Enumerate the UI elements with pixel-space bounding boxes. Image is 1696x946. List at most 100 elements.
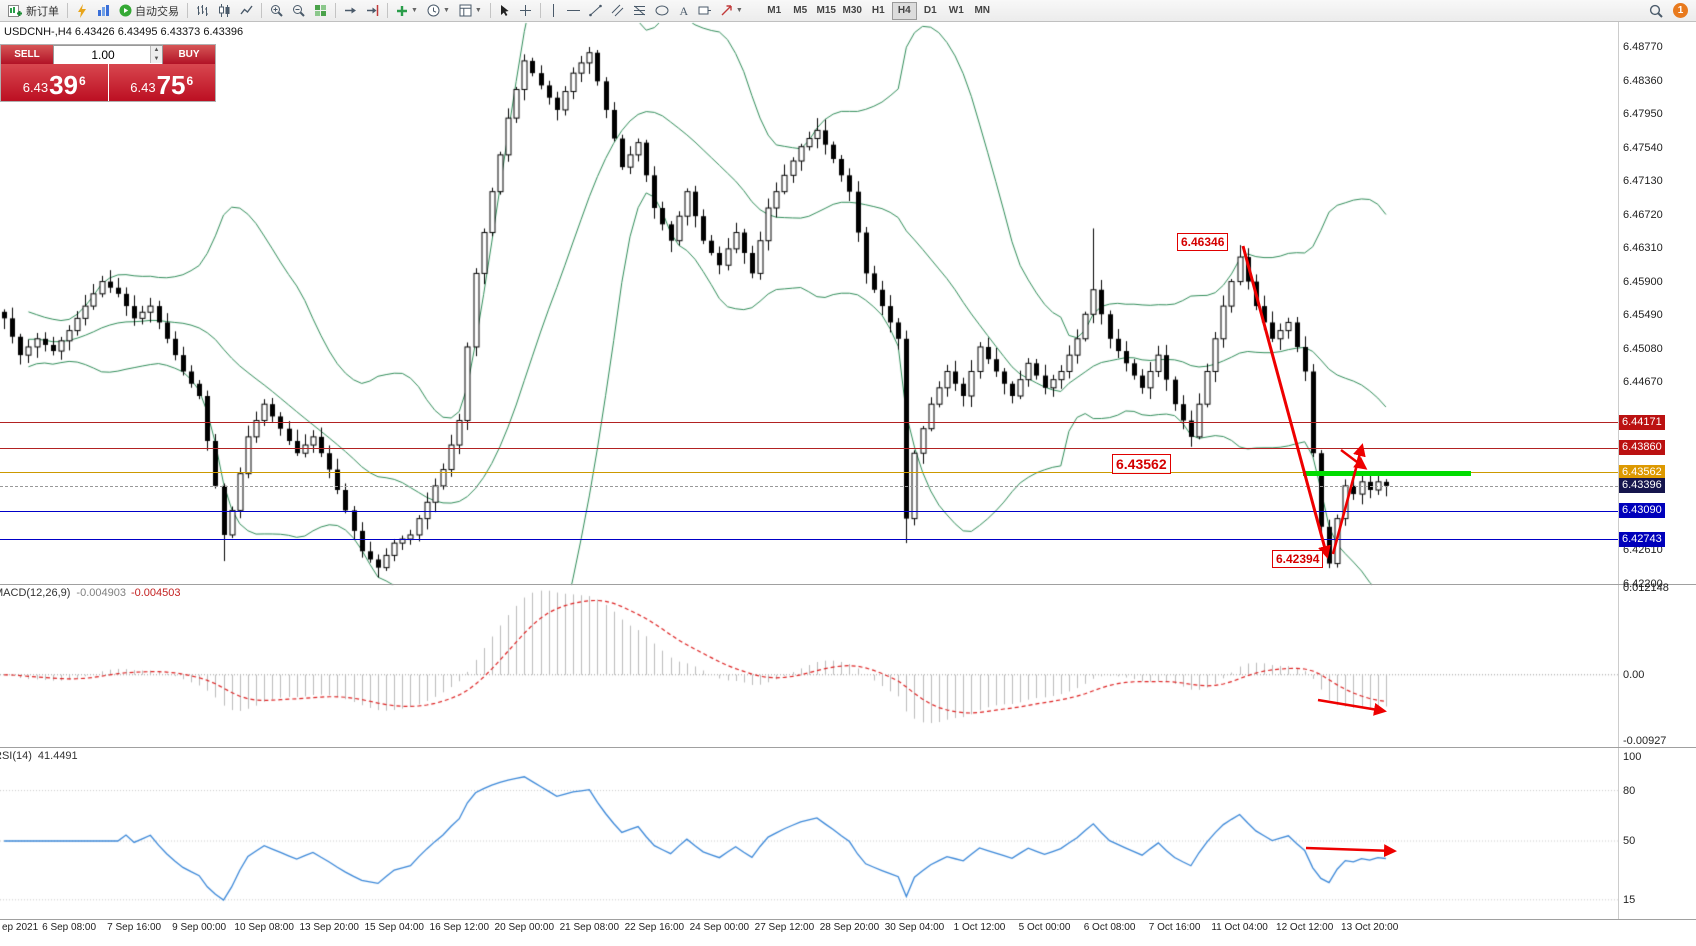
- pane-separator[interactable]: [0, 584, 1696, 585]
- new-order-button[interactable]: 新订单: [4, 1, 63, 21]
- arrows-tool-button[interactable]: ▼: [716, 1, 747, 21]
- volume-field: ▲ ▼: [53, 45, 163, 64]
- svg-text:A: A: [679, 4, 688, 17]
- text-label-tool-button[interactable]: [694, 1, 715, 21]
- ellipse-icon: [655, 5, 669, 16]
- chart-symbol-title: USDCNH-,H4 6.43426 6.43495 6.43373 6.433…: [4, 26, 244, 38]
- shapes-tool-button[interactable]: [651, 1, 673, 21]
- add-indicator-button[interactable]: ▼: [392, 1, 422, 21]
- zoom-in-button[interactable]: [266, 1, 287, 21]
- buy-price-button[interactable]: 6.43 75 6: [108, 64, 215, 101]
- support-highlight-line[interactable]: [1303, 471, 1471, 476]
- templates-button[interactable]: ▼: [455, 1, 486, 21]
- candlestick-chart-button[interactable]: [214, 1, 235, 21]
- vertical-line-tool-button[interactable]: [545, 1, 562, 21]
- autotrading-label: 自动交易: [135, 5, 179, 18]
- low-price-annotation[interactable]: 6.42394: [1272, 550, 1324, 568]
- separator: [187, 3, 188, 18]
- timeframe-H4[interactable]: H4: [891, 1, 917, 20]
- text-tool-button[interactable]: A: [674, 1, 693, 21]
- toolbar: 新订单 自动交易 ▼ ▼ ▼: [0, 0, 1696, 22]
- channel-tool-button[interactable]: [607, 1, 628, 21]
- mid-price-annotation[interactable]: 6.43562: [1112, 454, 1171, 474]
- deposit-button[interactable]: [72, 1, 92, 21]
- volume-spinner: ▲ ▼: [150, 46, 162, 63]
- separator: [67, 3, 68, 18]
- line-chart-icon: [240, 5, 253, 15]
- autotrading-play-icon: [119, 4, 132, 17]
- trade-panel-price-row: 6.43 39 6 6.43 75 6: [1, 64, 215, 101]
- ohlc-bars-icon: [197, 5, 208, 16]
- periods-button[interactable]: ▼: [423, 1, 454, 21]
- macd-main-value: -0.004903: [76, 587, 126, 599]
- volume-spinner-up[interactable]: ▲: [151, 46, 162, 55]
- bar-chart-button[interactable]: [192, 1, 213, 21]
- notification-badge[interactable]: 1: [1673, 3, 1688, 18]
- separator: [335, 3, 336, 18]
- notification-count: 1: [1677, 5, 1684, 16]
- fibonacci-tool-button[interactable]: [629, 1, 650, 21]
- timeframe-M30[interactable]: M30: [842, 4, 862, 16]
- timeframe-M1[interactable]: M1: [767, 4, 782, 16]
- zoom-out-button[interactable]: [288, 1, 309, 21]
- sell-price-button[interactable]: 6.43 39 6: [1, 64, 108, 101]
- timeframe-W1[interactable]: W1: [948, 4, 964, 16]
- rsi-value: 41.4491: [37, 750, 78, 762]
- pane-separator[interactable]: [0, 747, 1696, 748]
- line-chart-button[interactable]: [236, 1, 257, 21]
- separator: [539, 3, 541, 18]
- tile-windows-icon: [315, 5, 326, 16]
- sell-button[interactable]: SELL: [14, 49, 40, 60]
- horizontal-line-icon: [566, 10, 580, 11]
- toolbar-right-group: 1: [1645, 1, 1692, 21]
- peak-price-annotation[interactable]: 6.46346: [1177, 233, 1229, 251]
- macd-signal-value: -0.004503: [130, 587, 181, 599]
- zoom-out-icon: [293, 5, 305, 17]
- timeframe-MN[interactable]: MN: [974, 4, 991, 16]
- label-icon: [698, 6, 711, 15]
- macd-indicator-label: MACD(12,26,9) -0.004903 -0.004503: [0, 587, 181, 599]
- candlestick-icon: [219, 4, 230, 17]
- volume-input[interactable]: [54, 46, 162, 64]
- sell-price-main: 39: [49, 70, 79, 100]
- chevron-down-icon: ▼: [474, 6, 482, 14]
- timeframe-M15[interactable]: M15: [816, 4, 836, 16]
- channel-icon: [611, 4, 624, 17]
- separator: [261, 3, 262, 18]
- crosshair-icon: [519, 5, 531, 16]
- vertical-line-icon: [552, 4, 554, 17]
- trendline-icon: [589, 4, 602, 17]
- new-order-icon: [8, 4, 22, 17]
- text-icon: A: [679, 4, 688, 17]
- rsi-indicator-label: RSI(14) 41.4491: [0, 750, 78, 762]
- add-indicator-icon: [397, 5, 407, 16]
- timeframe-group: M1 M5 M15 M30 H1 H4 D1 W1 MN: [762, 1, 995, 20]
- tile-windows-button[interactable]: [310, 1, 331, 21]
- volume-spinner-down[interactable]: ▼: [151, 54, 162, 63]
- search-button[interactable]: [1645, 1, 1667, 21]
- autotrading-button[interactable]: 自动交易: [115, 1, 183, 21]
- new-order-label: 新订单: [26, 5, 59, 18]
- timeframe-M5[interactable]: M5: [793, 4, 808, 16]
- autoscroll-button[interactable]: [340, 1, 361, 21]
- lightning-icon: [78, 3, 86, 18]
- separator: [387, 3, 388, 18]
- clock-icon: [427, 4, 440, 17]
- buy-button[interactable]: BUY: [178, 49, 200, 60]
- chevron-down-icon: ▼: [735, 6, 743, 14]
- search-icon: [1649, 4, 1663, 18]
- crosshair-button[interactable]: [515, 1, 536, 21]
- reports-button[interactable]: [93, 1, 114, 21]
- arrow-tool-icon: [721, 5, 732, 16]
- cursor-button[interactable]: [495, 1, 514, 21]
- chart-shift-button[interactable]: [362, 1, 383, 21]
- price-axis-divider: [1618, 22, 1619, 919]
- timeframe-D1[interactable]: D1: [923, 4, 937, 16]
- sell-price-base: 6.43: [22, 80, 49, 95]
- timeframe-H1[interactable]: H1: [871, 4, 885, 16]
- trendline-tool-button[interactable]: [585, 1, 606, 21]
- horizontal-line-tool-button[interactable]: [563, 1, 584, 21]
- buy-price-main: 75: [156, 70, 186, 100]
- rsi-name: RSI(14): [0, 750, 32, 762]
